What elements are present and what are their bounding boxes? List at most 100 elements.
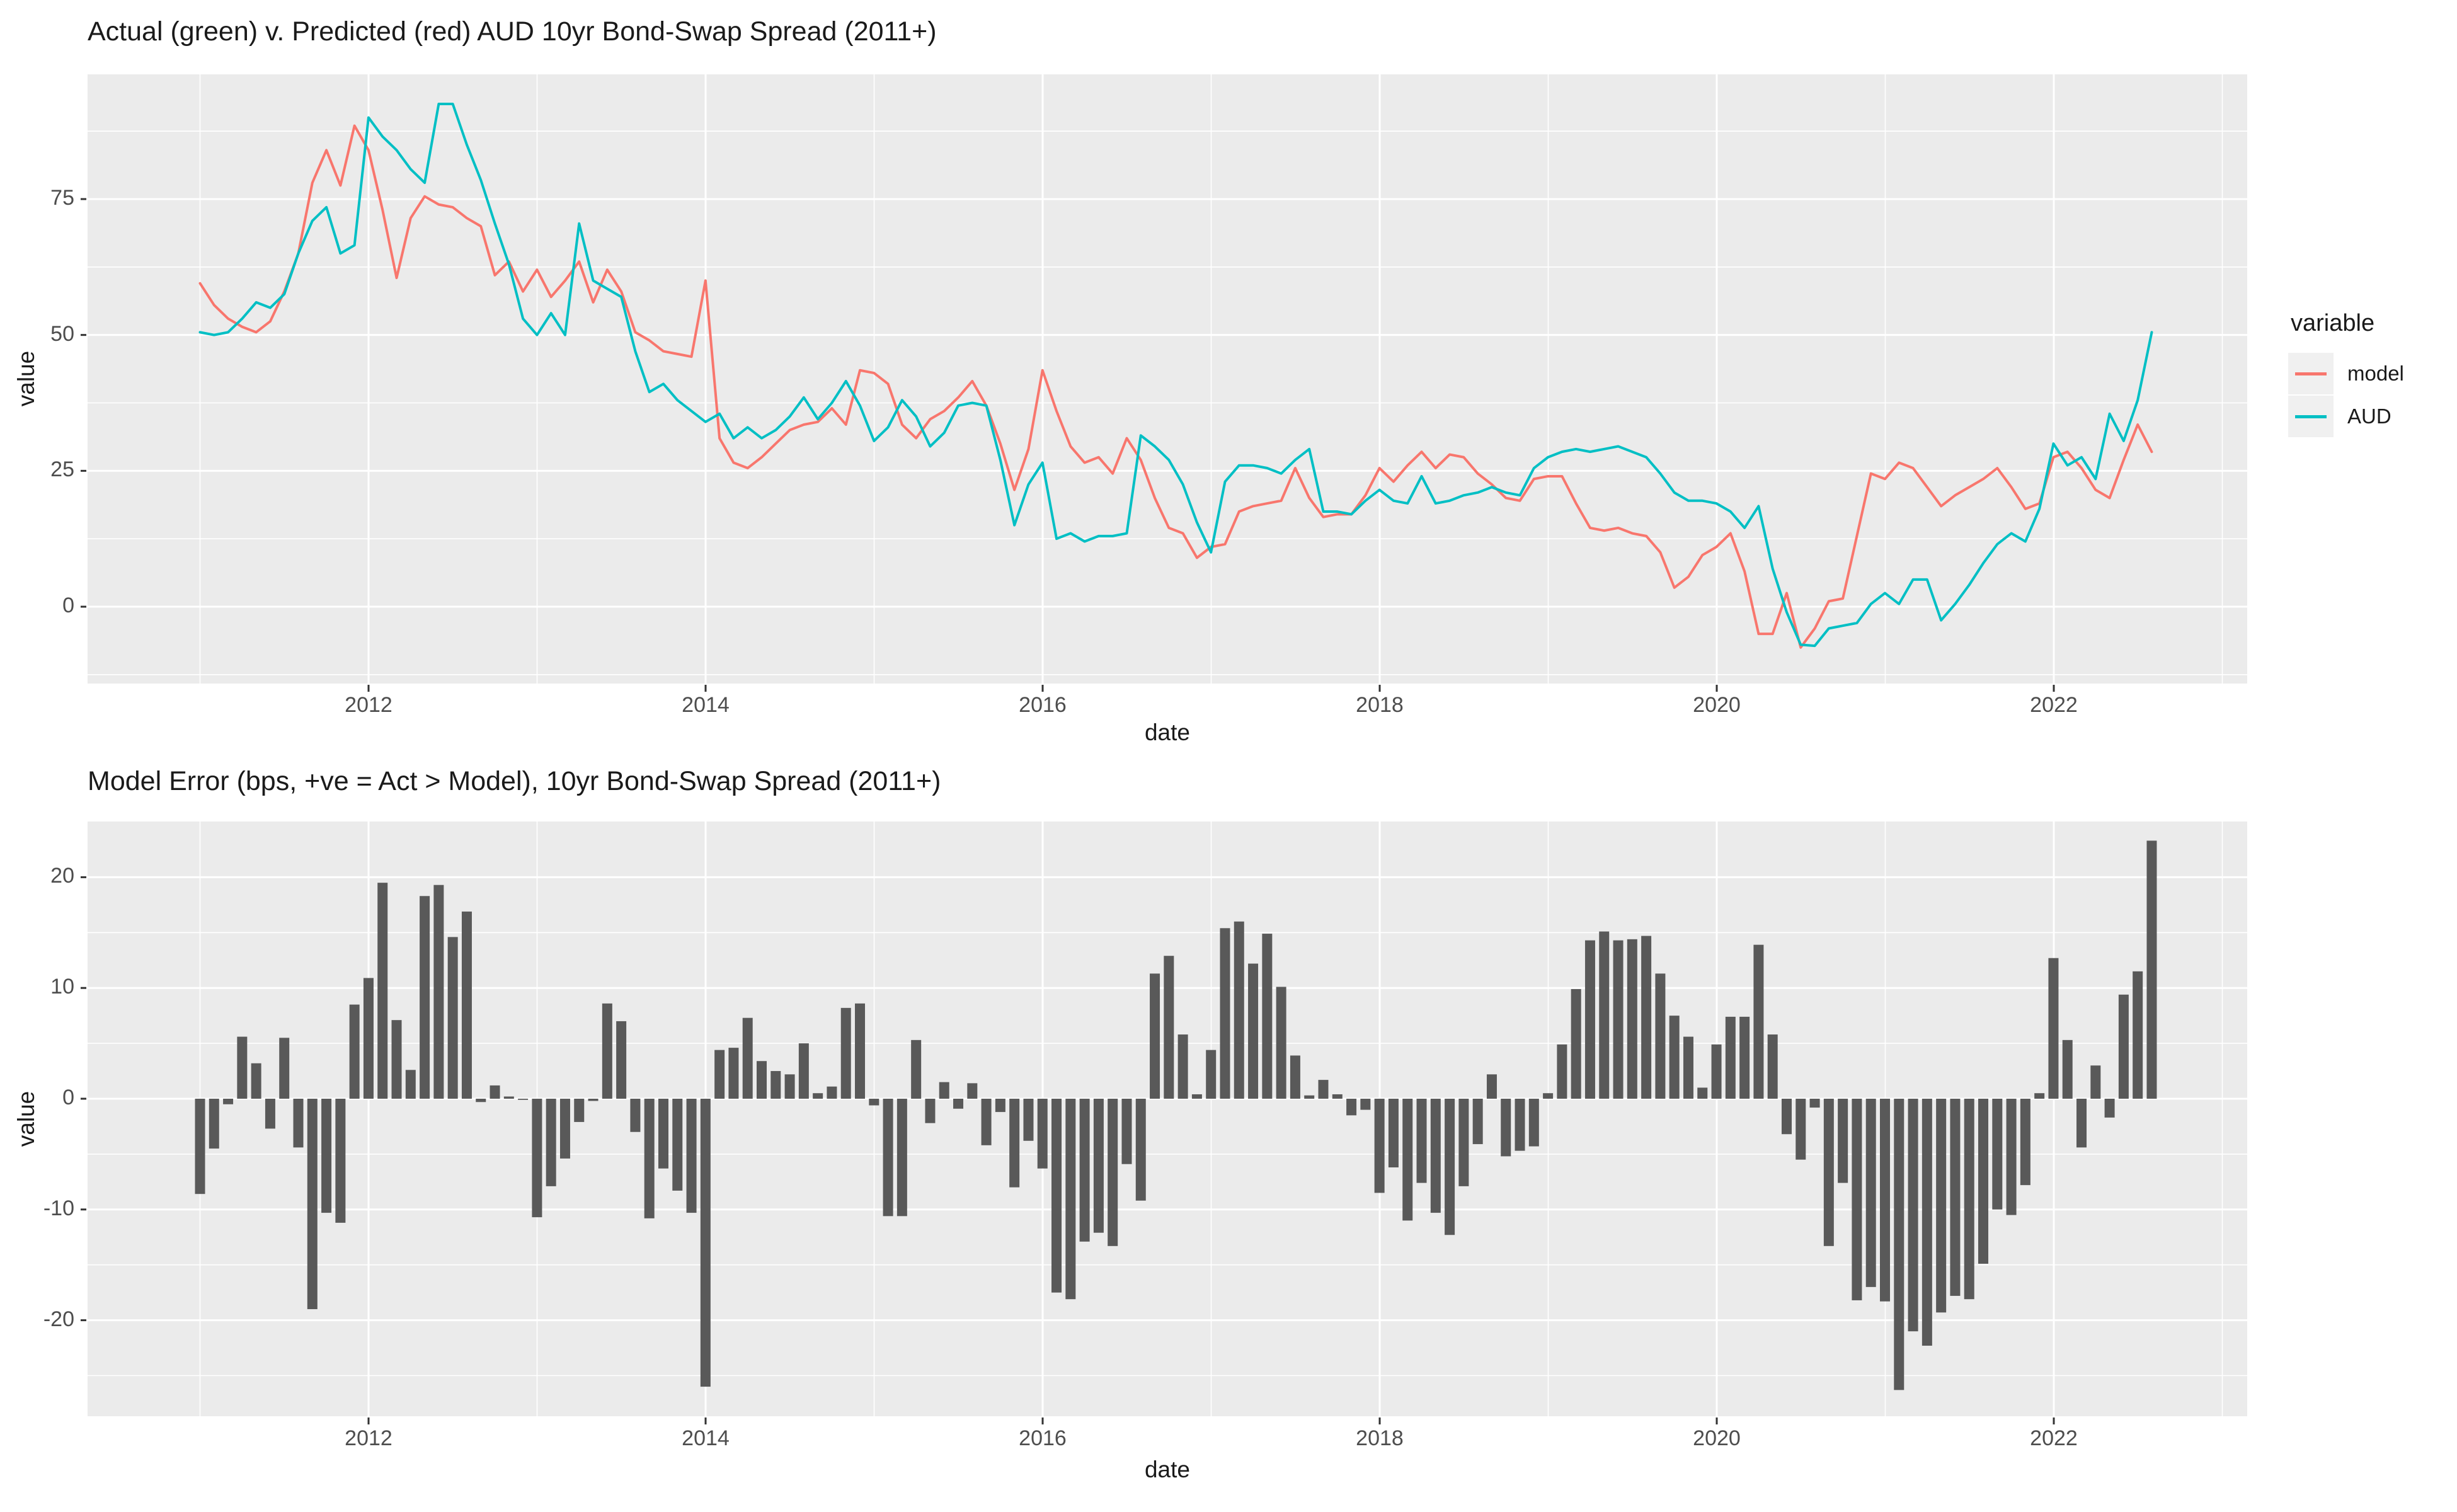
error-bar <box>2048 958 2059 1099</box>
top-y-tick-label: 50 <box>50 321 74 346</box>
error-bar <box>1571 988 1581 1099</box>
bottom-y-tick-label: 20 <box>50 864 74 888</box>
error-bar <box>1164 956 1174 1099</box>
error-bar <box>1486 1074 1497 1099</box>
bottom-x-tick-label: 2014 <box>682 1426 730 1450</box>
error-bar <box>1248 963 1259 1099</box>
error-bar <box>209 1099 219 1149</box>
error-bar <box>1304 1095 1315 1099</box>
error-bar <box>1669 1016 1680 1099</box>
error-bar <box>237 1036 248 1099</box>
error-bar <box>2020 1099 2030 1186</box>
error-bar <box>532 1099 542 1218</box>
bottom-y-tick-label: -10 <box>43 1196 74 1220</box>
error-bar <box>293 1099 304 1148</box>
error-bar <box>995 1099 1005 1113</box>
error-bar <box>335 1099 346 1223</box>
error-bar <box>798 1043 809 1099</box>
error-bar <box>321 1099 332 1213</box>
error-bar <box>1922 1099 1932 1346</box>
error-bar <box>1950 1099 1961 1296</box>
panel-background <box>88 74 2247 684</box>
error-bar <box>1177 1034 1188 1099</box>
bottom-x-tick-label: 2022 <box>2030 1426 2078 1450</box>
error-bar <box>349 1004 360 1099</box>
error-bar <box>1445 1099 1455 1235</box>
bottom-x-tick-label: 2020 <box>1693 1426 1741 1450</box>
error-bar <box>574 1099 585 1122</box>
error-bar <box>1978 1099 1989 1264</box>
error-bar <box>1023 1099 1034 1141</box>
error-bar <box>1852 1099 1862 1300</box>
error-bar <box>1613 940 1624 1099</box>
error-bar <box>1894 1099 1904 1390</box>
error-bar <box>1332 1094 1343 1099</box>
error-bar <box>1051 1099 1062 1293</box>
error-bar <box>728 1048 739 1099</box>
error-bar <box>1458 1099 1469 1186</box>
error-bar <box>518 1099 529 1100</box>
top-y-tick-label: 75 <box>50 185 74 210</box>
error-bar <box>1880 1099 1890 1302</box>
bottom-x-tick-label: 2012 <box>345 1426 392 1450</box>
error-bar <box>1711 1044 1722 1099</box>
legend-label-model: model <box>2347 362 2404 385</box>
error-bar <box>757 1061 767 1099</box>
top-y-tick-label: 25 <box>50 457 74 482</box>
error-bar <box>2090 1065 2101 1099</box>
bottom-x-tick-label: 2018 <box>1356 1426 1404 1450</box>
legend: variable model AUD <box>2288 310 2404 438</box>
error-bar <box>476 1099 486 1102</box>
error-bar <box>714 1050 725 1099</box>
error-bar <box>1276 987 1286 1099</box>
error-bar <box>490 1085 500 1099</box>
error-bar <box>1220 928 1230 1099</box>
error-bar <box>630 1099 641 1132</box>
error-bar <box>616 1021 627 1099</box>
aud-line <box>198 103 2153 648</box>
error-bar <box>1725 1016 1736 1099</box>
error-bar <box>1416 1099 1427 1183</box>
error-bar <box>420 896 430 1099</box>
error-bar <box>1528 1099 1539 1147</box>
error-bar <box>2076 1099 2087 1148</box>
error-bar <box>2006 1099 2017 1215</box>
error-bar <box>1767 1034 1778 1099</box>
error-bar <box>602 1003 612 1099</box>
error-bar <box>1838 1099 1848 1183</box>
error-bar <box>195 1099 205 1194</box>
legend-item-aud: AUD <box>2288 395 2404 438</box>
error-bar <box>2104 1099 2115 1118</box>
error-bar <box>911 1040 922 1099</box>
error-bar <box>1093 1099 1104 1233</box>
error-bar <box>279 1038 290 1099</box>
legend-item-model: model <box>2288 352 2404 395</box>
error-bar <box>1641 936 1652 1099</box>
error-bar <box>840 1007 851 1099</box>
error-bar <box>1360 1099 1371 1110</box>
error-bar <box>1753 944 1764 1099</box>
error-bar <box>405 1070 416 1099</box>
error-bar <box>2034 1093 2045 1099</box>
error-bar <box>770 1071 781 1099</box>
error-bar <box>1796 1099 1806 1160</box>
error-bar <box>1121 1099 1132 1164</box>
error-bar <box>1992 1099 2003 1210</box>
error-bar <box>1557 1044 1567 1099</box>
error-bar <box>1823 1099 1834 1246</box>
top-x-tick-label: 2022 <box>2030 693 2078 717</box>
error-bar <box>363 978 374 1099</box>
error-bar <box>1079 1099 1090 1242</box>
error-bar <box>391 1020 402 1099</box>
error-bar <box>1402 1099 1413 1221</box>
error-bar <box>588 1099 598 1101</box>
error-bar <box>1065 1099 1076 1300</box>
top-x-tick-label: 2012 <box>345 693 392 717</box>
legend-label-aud: AUD <box>2347 404 2391 428</box>
legend-key-model <box>2288 353 2334 394</box>
error-bar <box>1908 1099 1918 1332</box>
error-bar <box>265 1099 275 1129</box>
error-bar <box>1234 921 1244 1099</box>
